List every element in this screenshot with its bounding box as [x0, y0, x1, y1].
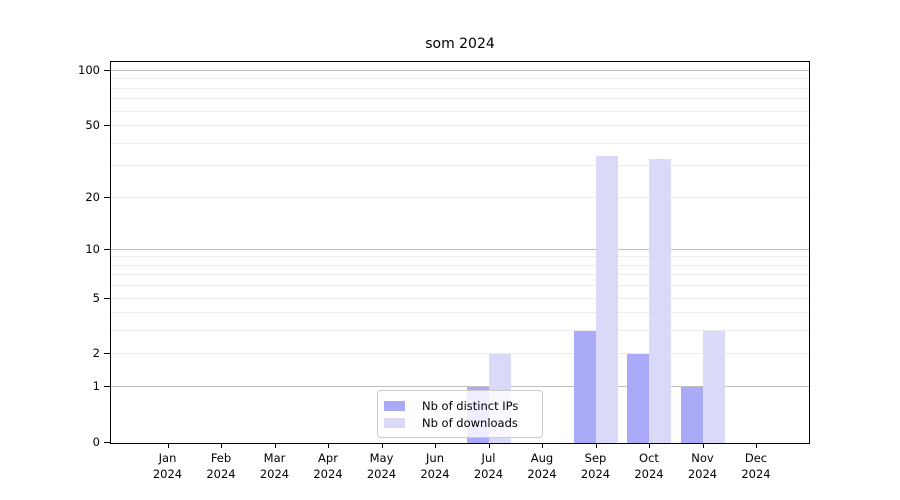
gridline-minor [111, 285, 809, 287]
y-tick-mark [104, 196, 110, 198]
x-tick-label: Apr 2024 [313, 451, 343, 481]
x-tick-label: Aug 2024 [527, 451, 557, 481]
gridline-major [111, 248, 809, 250]
x-tick-mark [167, 444, 169, 448]
bar [573, 331, 596, 443]
gridline-minor [111, 78, 809, 80]
x-tick-mark [649, 444, 650, 448]
bar [680, 387, 703, 443]
y-tick-mark [104, 297, 110, 299]
x-tick-mark [756, 444, 757, 448]
y-tick-label: 1 [92, 379, 100, 394]
y-tick-label: 2 [92, 346, 100, 361]
x-tick-label: Dec 2024 [741, 451, 771, 481]
legend-item-distinct-ips: Nb of distinct IPs [384, 397, 542, 414]
gridline-minor [111, 142, 809, 144]
x-tick-mark [381, 444, 383, 448]
gridline-minor [111, 312, 809, 314]
x-tick-mark [328, 444, 329, 448]
legend-item-downloads: Nb of downloads [384, 414, 542, 431]
gridline-minor [111, 274, 809, 276]
bar [627, 354, 649, 443]
x-tick-label: Jan 2024 [152, 451, 183, 481]
x-tick-label: Sep 2024 [580, 451, 611, 481]
bar [595, 156, 618, 443]
y-tick-label: 0 [92, 435, 100, 449]
x-tick-label: Nov 2024 [687, 451, 718, 481]
x-tick-label: Mar 2024 [259, 451, 290, 481]
gridline-minor [111, 297, 809, 299]
gridline-minor [111, 110, 809, 112]
gridline-minor [111, 165, 809, 167]
gridline-minor [111, 196, 809, 198]
gridline-minor [111, 87, 809, 89]
x-tick-mark [595, 444, 597, 448]
y-tick-mark [104, 70, 110, 72]
y-tick-mark [104, 353, 110, 355]
y-tick-label: 5 [92, 290, 100, 305]
y-tick-mark [104, 442, 110, 443]
x-tick-mark [435, 444, 436, 448]
y-tick-mark [104, 125, 110, 127]
x-tick-mark [702, 444, 704, 448]
y-tick-label: 20 [85, 189, 100, 204]
legend-label-downloads: Nb of downloads [422, 415, 518, 430]
chart-title: som 2024 [425, 36, 495, 52]
bar [649, 158, 671, 443]
x-tick-label: Jul 2024 [473, 451, 504, 481]
x-tick-label: May 2024 [366, 451, 397, 481]
gridline-major [111, 386, 809, 388]
gridline-minor [111, 256, 809, 258]
y-tick-label: 10 [85, 241, 100, 256]
plot-area [110, 61, 810, 444]
legend-swatch-downloads [384, 417, 405, 428]
x-tick-mark [542, 444, 543, 448]
y-tick-label: 100 [78, 63, 100, 78]
bar [702, 331, 725, 443]
x-tick-mark [488, 444, 490, 448]
y-tick-label: 50 [85, 118, 100, 133]
x-tick-label: Jun 2024 [420, 451, 450, 481]
x-tick-label: Oct 2024 [634, 451, 664, 481]
legend-label-distinct-ips: Nb of distinct IPs [422, 398, 519, 413]
gridline-major [111, 70, 809, 72]
gridline-minor [111, 125, 809, 127]
gridline-minor [111, 330, 809, 332]
gridline-minor [111, 264, 809, 266]
y-tick-mark [104, 248, 110, 250]
legend: Nb of distinct IPs Nb of downloads [377, 390, 543, 438]
x-tick-mark [274, 444, 276, 448]
x-tick-mark [221, 444, 222, 448]
gridline-minor [111, 353, 809, 355]
x-tick-label: Feb 2024 [206, 451, 236, 481]
legend-swatch-distinct-ips [384, 400, 405, 411]
y-tick-mark [104, 386, 110, 388]
gridline-minor [111, 98, 809, 100]
